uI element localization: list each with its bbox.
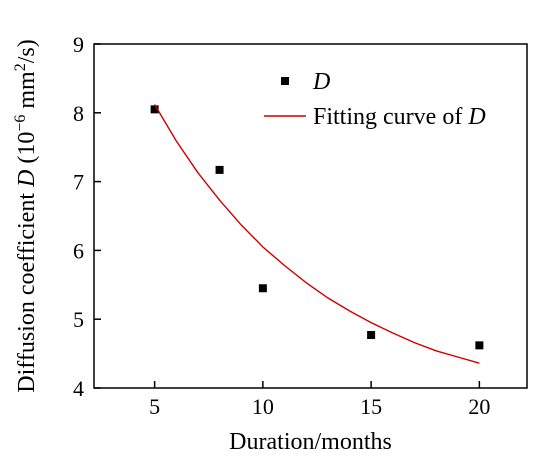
legend: D Fitting curve of D — [264, 69, 486, 130]
data-point-d — [150, 105, 159, 114]
y-tick-label: 7 — [73, 170, 84, 195]
data-point-d — [475, 341, 484, 350]
plot-frame — [93, 43, 528, 389]
data-point-d — [258, 284, 267, 293]
y-tick-label: 8 — [73, 101, 84, 126]
series-layer — [150, 104, 484, 364]
y-title-exponent: −6 — [12, 115, 29, 132]
x-tick-label: 20 — [468, 394, 490, 419]
y-tick-label: 9 — [73, 32, 84, 57]
legend-fit-symbol: D — [467, 104, 485, 130]
data-point-d — [367, 331, 376, 340]
data-point-d — [215, 165, 224, 174]
y-title-unit-open: (10 — [14, 132, 40, 170]
y-axis-title: Diffusion coefficient D (10−6 mm2/s) — [12, 39, 40, 392]
y-title-unit-sq: 2 — [12, 63, 29, 71]
fitting-curve-line — [153, 104, 480, 364]
y-axis-ticks: 4 5 6 7 8 9 — [73, 32, 101, 401]
legend-label-fit: Fitting curve of D — [313, 104, 486, 130]
x-axis-ticks: 5 10 15 20 — [149, 381, 490, 419]
y-title-symbol: D — [14, 170, 40, 188]
y-title-prefix: Diffusion coefficient — [14, 187, 40, 393]
legend-marker-square — [281, 77, 289, 85]
x-axis-title: Duration/months — [229, 429, 392, 455]
y-title-unit-mid: mm — [14, 71, 40, 115]
x-tick-label: 5 — [149, 394, 160, 419]
legend-label-d: D — [312, 69, 330, 95]
y-tick-label: 4 — [73, 376, 84, 401]
y-title-unit-close: /s) — [14, 39, 40, 63]
legend-fit-text: Fitting curve of — [313, 104, 468, 130]
x-tick-label: 15 — [360, 394, 382, 419]
y-tick-label: 5 — [73, 307, 84, 332]
y-tick-label: 6 — [73, 238, 84, 263]
x-tick-label: 10 — [252, 394, 274, 419]
